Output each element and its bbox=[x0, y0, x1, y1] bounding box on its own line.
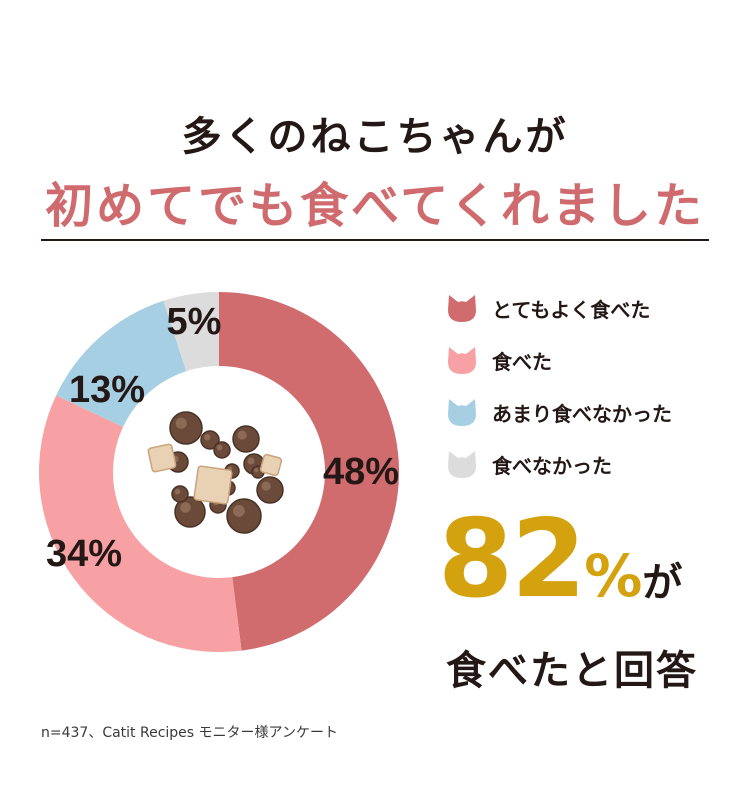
legend-label: あまり食べなかった bbox=[492, 401, 672, 426]
donut-chart: 48% 34% 13% 5% bbox=[39, 292, 400, 652]
cat-head-icon bbox=[448, 399, 476, 426]
cat-head-icon bbox=[448, 295, 476, 322]
legend-item-did-not-eat: 食べなかった bbox=[444, 446, 672, 482]
summary-percent: % bbox=[584, 542, 643, 610]
heading-line-1: 多くのねこちゃんが bbox=[181, 114, 569, 160]
donut-slice-did-not-eat bbox=[163, 292, 219, 372]
cat-head-icon bbox=[448, 451, 476, 478]
legend-label: 食べなかった bbox=[492, 453, 612, 478]
cat-head-icon bbox=[448, 347, 476, 374]
donut-slice-ate bbox=[39, 395, 242, 652]
value-label-very-well: 48% bbox=[323, 451, 399, 493]
heading-line-2: 初めてでも食べてくれました bbox=[45, 178, 705, 234]
donut-slice-very-well bbox=[219, 292, 400, 651]
donut-slice-ate-little bbox=[56, 300, 187, 427]
legend-label: とてもよく食べた bbox=[492, 297, 651, 322]
survey-footnote: n=437、Catit Recipes モニター様アンケート bbox=[41, 725, 338, 741]
cat-food-image bbox=[147, 411, 284, 534]
heading-divider bbox=[41, 239, 709, 241]
chart-legend: とてもよく食べた 食べた あまり食べなかった 食べなかった bbox=[444, 290, 672, 498]
value-label-ate-little: 13% bbox=[69, 369, 145, 411]
summary-number: 82 bbox=[438, 497, 586, 622]
legend-label: 食べた bbox=[492, 349, 552, 374]
summary-caption: 食べたと回答 bbox=[446, 648, 698, 694]
legend-item-very-well: とてもよく食べた bbox=[444, 290, 672, 326]
legend-item-ate-little: あまり食べなかった bbox=[444, 394, 672, 430]
value-label-ate: 34% bbox=[46, 533, 122, 575]
summary-highlight: 82%が bbox=[438, 506, 682, 614]
summary-particle: が bbox=[642, 560, 683, 606]
legend-item-ate: 食べた bbox=[444, 342, 672, 378]
value-label-did-not-eat: 5% bbox=[167, 301, 222, 343]
